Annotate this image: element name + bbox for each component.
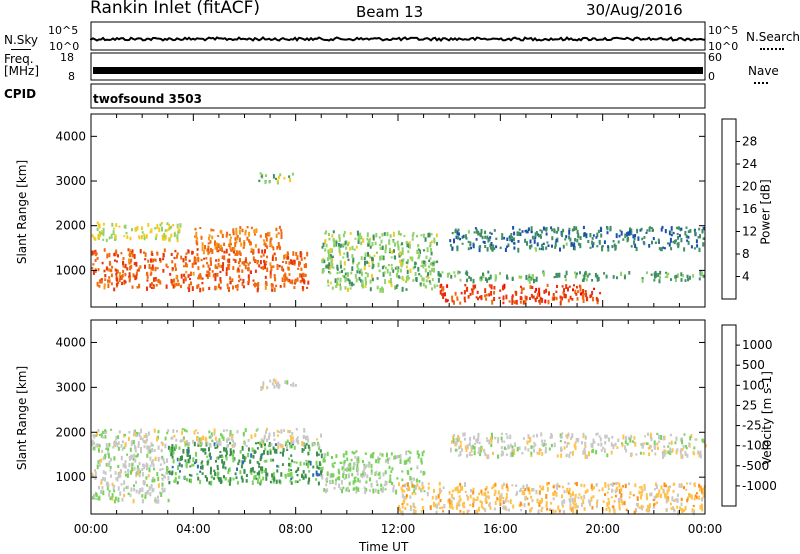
- time-tick-2: 08:00: [278, 522, 313, 536]
- colorbar-label-0-3: 16: [742, 202, 757, 216]
- time-tick-6: 00:00: [688, 522, 723, 536]
- colorbar-label-1-2: -100: [742, 439, 769, 453]
- date-label: 30/Aug/2016: [586, 1, 683, 19]
- ytick-label-0-3: 4000: [55, 129, 86, 143]
- nsky-legend-line: [11, 49, 31, 50]
- colorbar-label-0-1: 8: [742, 247, 750, 261]
- scatter-region-1-5: [449, 432, 707, 460]
- ytick-label-1-0: 1000: [55, 470, 86, 484]
- beam-label: Beam 13: [356, 3, 424, 21]
- colorbar-label-0-0: 4: [742, 270, 750, 284]
- noise-trace: [90, 36, 706, 42]
- freq-label: Freq.: [4, 52, 34, 66]
- scatter-region-0-7: [449, 225, 705, 253]
- nsky-tick-bottom: 10^0: [49, 40, 80, 53]
- scatter-region-1-0: [91, 445, 170, 504]
- colorbar-label-1-4: 25: [742, 398, 757, 412]
- time-tick-4: 16:00: [483, 522, 518, 536]
- ytick-label-1-3: 4000: [55, 335, 86, 349]
- nsearch-tick-top: 10^5: [708, 24, 739, 37]
- scatter-region-1-2: [91, 427, 322, 450]
- freq-tick-bottom: 8: [68, 70, 75, 83]
- nsky-label: N.Sky: [4, 33, 39, 47]
- colorbar-label-0-5: 24: [742, 157, 757, 171]
- nave-tick-top: 60: [708, 51, 722, 64]
- freq-tick-top: 18: [60, 51, 74, 64]
- frequency-band: [93, 67, 703, 74]
- colorbar-frame-0: [721, 118, 737, 300]
- ytick-label-1-2: 3000: [55, 380, 86, 394]
- nsearch-tick-bottom: 10^0: [708, 40, 739, 53]
- freq-panel-frame: [90, 52, 706, 81]
- scatter-region-0-3: [258, 172, 294, 185]
- mhz-label: [MHz]: [4, 64, 40, 78]
- scatter-region-0-1: [91, 221, 182, 243]
- colorbar-label-1-5: 100: [742, 378, 765, 392]
- time-tick-3: 12:00: [381, 522, 416, 536]
- scatter-region-1-6: [260, 378, 297, 391]
- scatter-region-0-4: [321, 230, 439, 293]
- scatter-region-1-4: [398, 481, 706, 516]
- cpid-label: CPID: [4, 87, 37, 101]
- scatter-region-1-1: [167, 441, 323, 486]
- time-tick-1: 04:00: [176, 522, 211, 536]
- cpid-panel-frame: [90, 83, 706, 109]
- ytick-label-0-2: 3000: [55, 174, 86, 188]
- noise-panel-frame: [90, 21, 706, 51]
- time-tick-5: 20:00: [585, 522, 620, 536]
- ytick-label-0-0: 1000: [55, 263, 86, 277]
- nsearch-legend-line: [760, 48, 784, 50]
- x-axis-title: Time UT: [359, 540, 409, 554]
- nave-label: Nave: [748, 64, 779, 78]
- scatter-region-0-2: [194, 225, 283, 253]
- colorbar-label-1-1: -500: [742, 459, 769, 473]
- time-tick-0: 00:00: [74, 522, 109, 536]
- colorbar-label-0-6: 28: [742, 135, 757, 149]
- program-name: twofsound 3503: [93, 92, 202, 106]
- nsearch-label: N.Search: [746, 30, 800, 44]
- colorbar-label-1-6: 500: [742, 358, 765, 372]
- colorbar-label-1-0: -1000: [742, 479, 777, 493]
- colorbar-label-1-7: 1000: [742, 338, 773, 352]
- scatter-region-0-5: [439, 283, 602, 306]
- nave-tick-bottom: 0: [708, 70, 715, 83]
- ytick-label-0-1: 2000: [55, 219, 86, 233]
- colorbar-frame-1: [721, 324, 737, 507]
- colorbar-label-1-3: -25: [742, 419, 762, 433]
- scatter-region-0-0: [91, 248, 310, 293]
- scatter-region-0-6: [437, 270, 705, 284]
- nsky-tick-top: 10^5: [48, 24, 79, 37]
- ytick-label-1-1: 2000: [55, 425, 86, 439]
- colorbar-label-0-2: 12: [742, 225, 757, 239]
- colorbar-label-0-4: 20: [742, 180, 757, 194]
- nave-legend-line: [754, 82, 768, 84]
- station-title: Rankin Inlet (fitACF): [90, 0, 261, 18]
